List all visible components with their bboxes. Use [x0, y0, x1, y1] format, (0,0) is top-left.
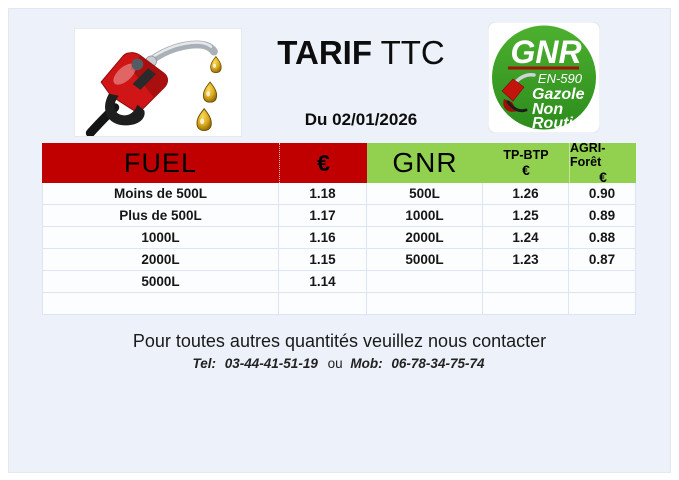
- fuel-price-cell: 1.16: [279, 227, 367, 249]
- tel-number: 03-44-41-51-19: [224, 356, 318, 371]
- header-gnr: GNR: [367, 143, 483, 183]
- agri-price-cell: 0.90: [569, 183, 636, 205]
- tp-btp-price-cell: 1.23: [483, 249, 569, 271]
- header-fuel-currency: €: [279, 143, 367, 183]
- tp-btp-price-cell: 1.26: [483, 183, 569, 205]
- gnr-logo-icon: GNR EN-590 Gazole Non Routier: [487, 21, 601, 134]
- oil-drop-icon: [210, 55, 222, 74]
- agri-price-cell: 0.88: [569, 227, 636, 249]
- fuel-price-cell: 1.18: [279, 183, 367, 205]
- mob-label: Mob:: [350, 356, 383, 371]
- fuel-price-cell: 1.17: [279, 205, 367, 227]
- contact-note: Pour toutes autres quantités veuillez no…: [132, 331, 547, 351]
- gnr-quantity-cell: [367, 293, 483, 315]
- oil-drop-icon: [196, 107, 212, 132]
- gnr-logo-caption-1: Gazole: [532, 86, 585, 103]
- gnr-quantity-cell: 5000L: [367, 249, 483, 271]
- gnr-logo-caption-2: Non: [532, 101, 563, 118]
- gnr-logo-brand: GNR: [510, 34, 581, 70]
- fuel-nozzle-image: [74, 28, 242, 138]
- fuel-quantity-cell: 1000L: [42, 227, 279, 249]
- page-title: TARIF TTC: [250, 34, 472, 71]
- price-table: FUEL € GNR TP-BTP € AGRI-Forêt € Moins d…: [42, 141, 636, 315]
- agri-price-cell: 0.89: [569, 205, 636, 227]
- agri-price-cell: 0.87: [569, 249, 636, 271]
- fuel-price-cell: 1.14: [279, 271, 367, 293]
- agri-price-cell: [569, 293, 636, 315]
- oil-drop-icon: [202, 81, 218, 103]
- gnr-logo-nozzle-icon: [501, 73, 536, 113]
- gnr-logo: GNR EN-590 Gazole Non Routier: [487, 21, 601, 134]
- fuel-quantity-cell: Plus de 500L: [42, 205, 279, 227]
- fuel-price-cell: 1.15: [279, 249, 367, 271]
- fuel-quantity-cell: Moins de 500L: [42, 183, 279, 205]
- gnr-logo-circle: [492, 25, 596, 130]
- fuel-price-cell: [279, 293, 367, 315]
- gnr-logo-caption-3: Routier: [532, 115, 589, 132]
- phone-separator: ou: [327, 356, 343, 371]
- agri-price-cell: [569, 271, 636, 293]
- gnr-quantity-cell: 1000L: [367, 205, 483, 227]
- title-suffix: TTC: [380, 34, 445, 71]
- fuel-nozzle-icon: [85, 40, 222, 138]
- gnr-quantity-cell: [367, 271, 483, 293]
- tp-btp-price-cell: [483, 293, 569, 315]
- fuel-quantity-cell: [42, 293, 279, 315]
- header-agri-foret: AGRI-Forêt €: [569, 141, 636, 185]
- contact-phone-line: Tel: 03-44-41-51-19 ou Mob: 06-78-34-75-…: [0, 356, 679, 371]
- gnr-logo-standard: EN-590: [538, 71, 583, 86]
- tp-btp-price-cell: [483, 271, 569, 293]
- gnr-quantity-cell: 500L: [367, 183, 483, 205]
- header-tp-btp: TP-BTP €: [483, 143, 569, 183]
- nozzle-trigger-guard: [105, 93, 145, 126]
- mob-number: 06-78-34-75-74: [391, 356, 485, 371]
- fuel-quantity-cell: 5000L: [42, 271, 279, 293]
- header-fuel: FUEL: [42, 143, 279, 183]
- tp-btp-price-cell: 1.25: [483, 205, 569, 227]
- gnr-quantity-cell: 2000L: [367, 227, 483, 249]
- tariff-date: Du 02/01/2026: [304, 110, 418, 129]
- tp-btp-price-cell: 1.24: [483, 227, 569, 249]
- tel-label: Tel:: [192, 356, 217, 371]
- title-main: TARIF: [277, 34, 372, 71]
- fuel-quantity-cell: 2000L: [42, 249, 279, 271]
